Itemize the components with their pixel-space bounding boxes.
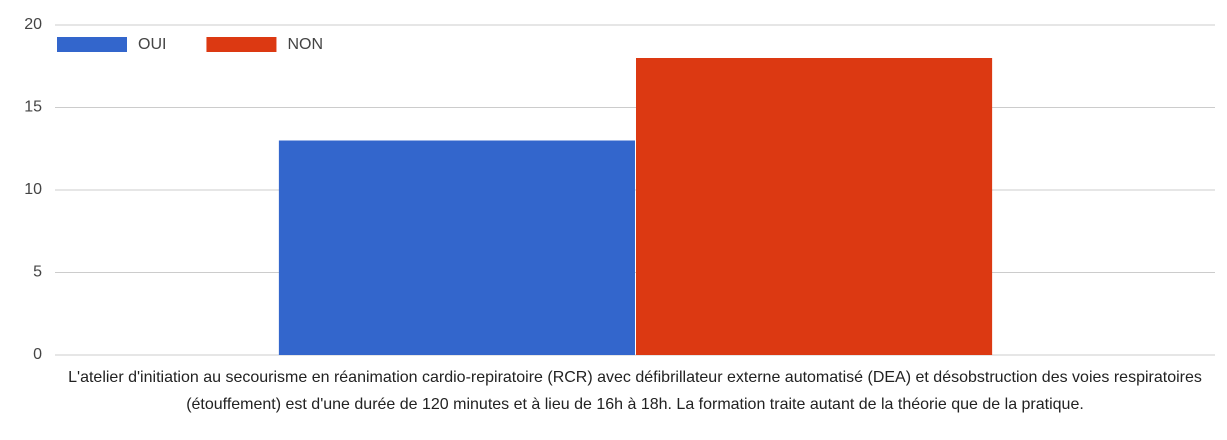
legend-label: OUI	[138, 36, 166, 53]
y-tick-label: 15	[24, 99, 42, 116]
x-tick-label: L'atelier d'initiation au secourisme en …	[68, 369, 1202, 413]
bar	[636, 58, 993, 355]
y-tick-label: 5	[33, 264, 42, 281]
legend-swatch	[57, 37, 127, 52]
legend-swatch	[206, 37, 277, 52]
chart: 0 5 10 15 20 OUI NON	[24, 16, 1215, 363]
y-tick-label: 0	[33, 346, 42, 363]
legend-label: NON	[287, 36, 323, 53]
y-tick-label: 20	[24, 16, 42, 33]
y-tick-label: 10	[24, 181, 42, 198]
bar	[278, 140, 635, 355]
